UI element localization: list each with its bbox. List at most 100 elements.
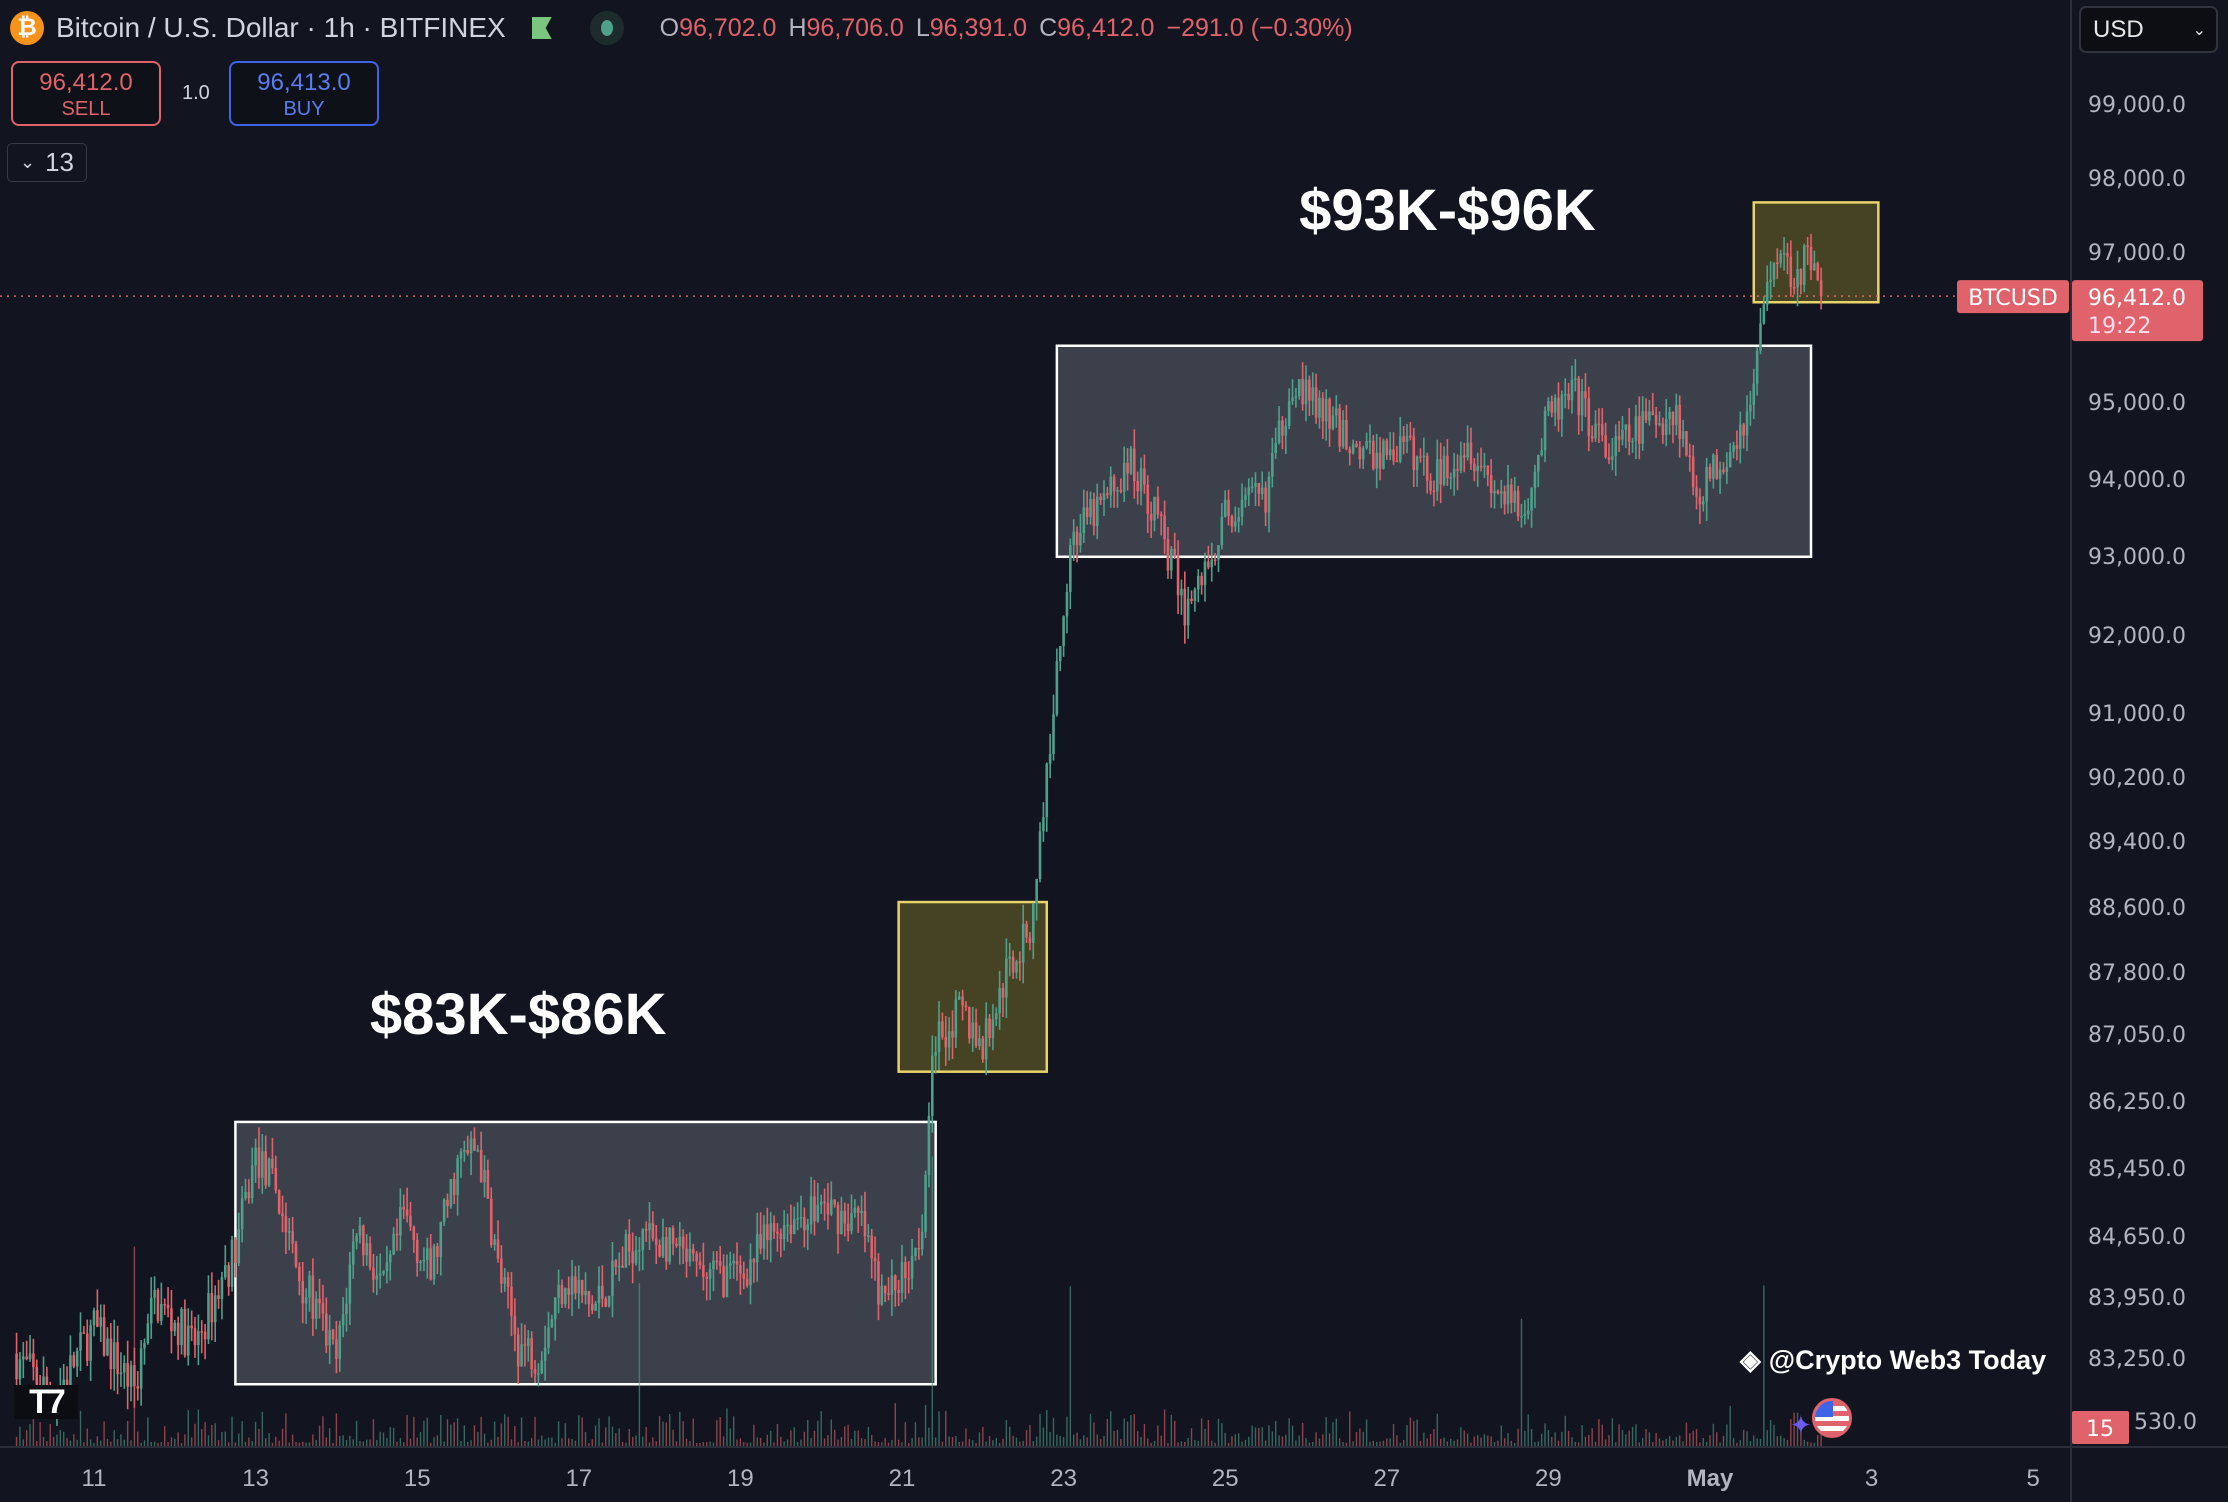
- candle-body: [351, 1241, 355, 1265]
- candle-body: [739, 1264, 742, 1274]
- price-tick-label: 83,250.0: [2088, 1347, 2186, 1372]
- candle-body: [1139, 468, 1143, 492]
- candle-body: [136, 1386, 140, 1389]
- candle-body: [988, 1018, 991, 1039]
- candle-body: [1782, 253, 1786, 255]
- candle-body: [624, 1233, 628, 1268]
- watermark-text: @Crypto Web3 Today: [1768, 1345, 2047, 1375]
- last-price-tag: [2072, 280, 2203, 342]
- candle-body: [1543, 410, 1547, 451]
- candle-body: [217, 1295, 220, 1300]
- candle-body: [1681, 431, 1685, 440]
- candle-body: [631, 1251, 634, 1264]
- candle-body: [833, 1199, 836, 1205]
- sell-button[interactable]: 96,412.0 SELL: [11, 61, 161, 126]
- candle-body: [264, 1151, 267, 1186]
- symbol-price-tag: [1957, 280, 2069, 314]
- indicators-toggle[interactable]: ⌄ 13: [7, 143, 87, 182]
- candle-body: [806, 1224, 810, 1231]
- us-flag-event-icon[interactable]: [1812, 1398, 1852, 1438]
- candle-body: [594, 1303, 597, 1311]
- candle-body: [1324, 399, 1328, 422]
- candle-body: [1466, 442, 1469, 458]
- candle-body: [170, 1308, 173, 1332]
- candle-body: [994, 1013, 998, 1020]
- candle-body: [213, 1295, 217, 1323]
- candle-body: [1065, 592, 1069, 617]
- candles: [15, 233, 1823, 1426]
- candle-body: [224, 1265, 227, 1278]
- candle-body: [718, 1261, 722, 1267]
- candle-body: [1281, 420, 1284, 436]
- price-tick-label: 85,450.0: [2088, 1157, 2186, 1182]
- candle-body: [166, 1304, 170, 1309]
- chevron-down-icon: ⌄: [20, 152, 36, 172]
- price-tick-label: 91,000.0: [2088, 702, 2186, 727]
- candle-body: [28, 1353, 32, 1360]
- candle-body: [1560, 394, 1564, 420]
- flag-icon[interactable]: [531, 17, 552, 39]
- candle-body: [1732, 445, 1735, 452]
- candle-body: [32, 1353, 35, 1368]
- time-tick-label: 25: [1212, 1465, 1239, 1492]
- sparkle-icon[interactable]: ✦: [1790, 1410, 1812, 1440]
- candle-body: [1361, 448, 1365, 460]
- candle-body: [96, 1310, 99, 1327]
- range-label: $83K-$86K: [370, 982, 667, 1047]
- candle-body: [654, 1238, 658, 1245]
- candle-body: [1085, 507, 1089, 518]
- candle-body: [62, 1379, 65, 1388]
- candle-body: [1819, 280, 1823, 297]
- candle-body: [567, 1288, 570, 1295]
- candle-body: [261, 1151, 264, 1178]
- candle-body: [1503, 491, 1506, 505]
- candle-body: [863, 1210, 867, 1237]
- candle-body: [439, 1221, 443, 1257]
- candle-body: [1291, 397, 1294, 402]
- candle-body: [250, 1165, 254, 1199]
- candle-body: [338, 1325, 342, 1359]
- candle-body: [1079, 532, 1082, 546]
- candle-body: [1432, 490, 1436, 492]
- time-tick-label: 15: [404, 1465, 431, 1492]
- price-tick-label: 86,250.0: [2088, 1090, 2186, 1115]
- candle-body: [668, 1227, 671, 1262]
- candle-body: [1513, 490, 1517, 504]
- candle-body: [1570, 379, 1574, 401]
- candle-body: [277, 1190, 281, 1214]
- buy-button[interactable]: 96,413.0 BUY: [229, 61, 379, 126]
- candle-body: [419, 1261, 422, 1263]
- candle-body: [318, 1298, 321, 1304]
- symbol-title[interactable]: Bitcoin / U.S. Dollar · 1h · BITFINEX: [56, 12, 506, 43]
- candle-body: [1661, 423, 1665, 436]
- candle-body: [742, 1273, 746, 1279]
- currency-select[interactable]: USD ⌄: [2079, 6, 2218, 53]
- price-tick-label: 84,650.0: [2088, 1225, 2186, 1250]
- candle-body: [1008, 956, 1012, 959]
- candle-body: [981, 1038, 985, 1060]
- candle-body: [900, 1262, 904, 1294]
- market-status-icon[interactable]: [589, 11, 624, 45]
- candle-body: [1621, 429, 1624, 440]
- quantity[interactable]: 1.0: [182, 82, 210, 104]
- candle-body: [1816, 263, 1820, 281]
- candle-body: [244, 1192, 247, 1199]
- currency-value: USD: [2093, 15, 2144, 43]
- candle-body: [412, 1226, 416, 1241]
- candle-body: [395, 1233, 399, 1236]
- candle-body: [951, 1031, 954, 1038]
- tradingview-logo[interactable]: T7: [14, 1385, 78, 1419]
- candle-body: [1075, 531, 1079, 546]
- candle-body: [449, 1179, 453, 1207]
- candle-body: [1429, 480, 1432, 491]
- candle-body: [1809, 246, 1813, 271]
- candle-body: [688, 1248, 692, 1262]
- candle-body: [1318, 397, 1321, 418]
- candle-body: [1119, 489, 1123, 492]
- candle-body: [1510, 484, 1513, 504]
- candle-body: [456, 1158, 459, 1196]
- candle-body: [1382, 440, 1385, 469]
- candle-body: [463, 1149, 466, 1152]
- candle-body: [580, 1279, 584, 1296]
